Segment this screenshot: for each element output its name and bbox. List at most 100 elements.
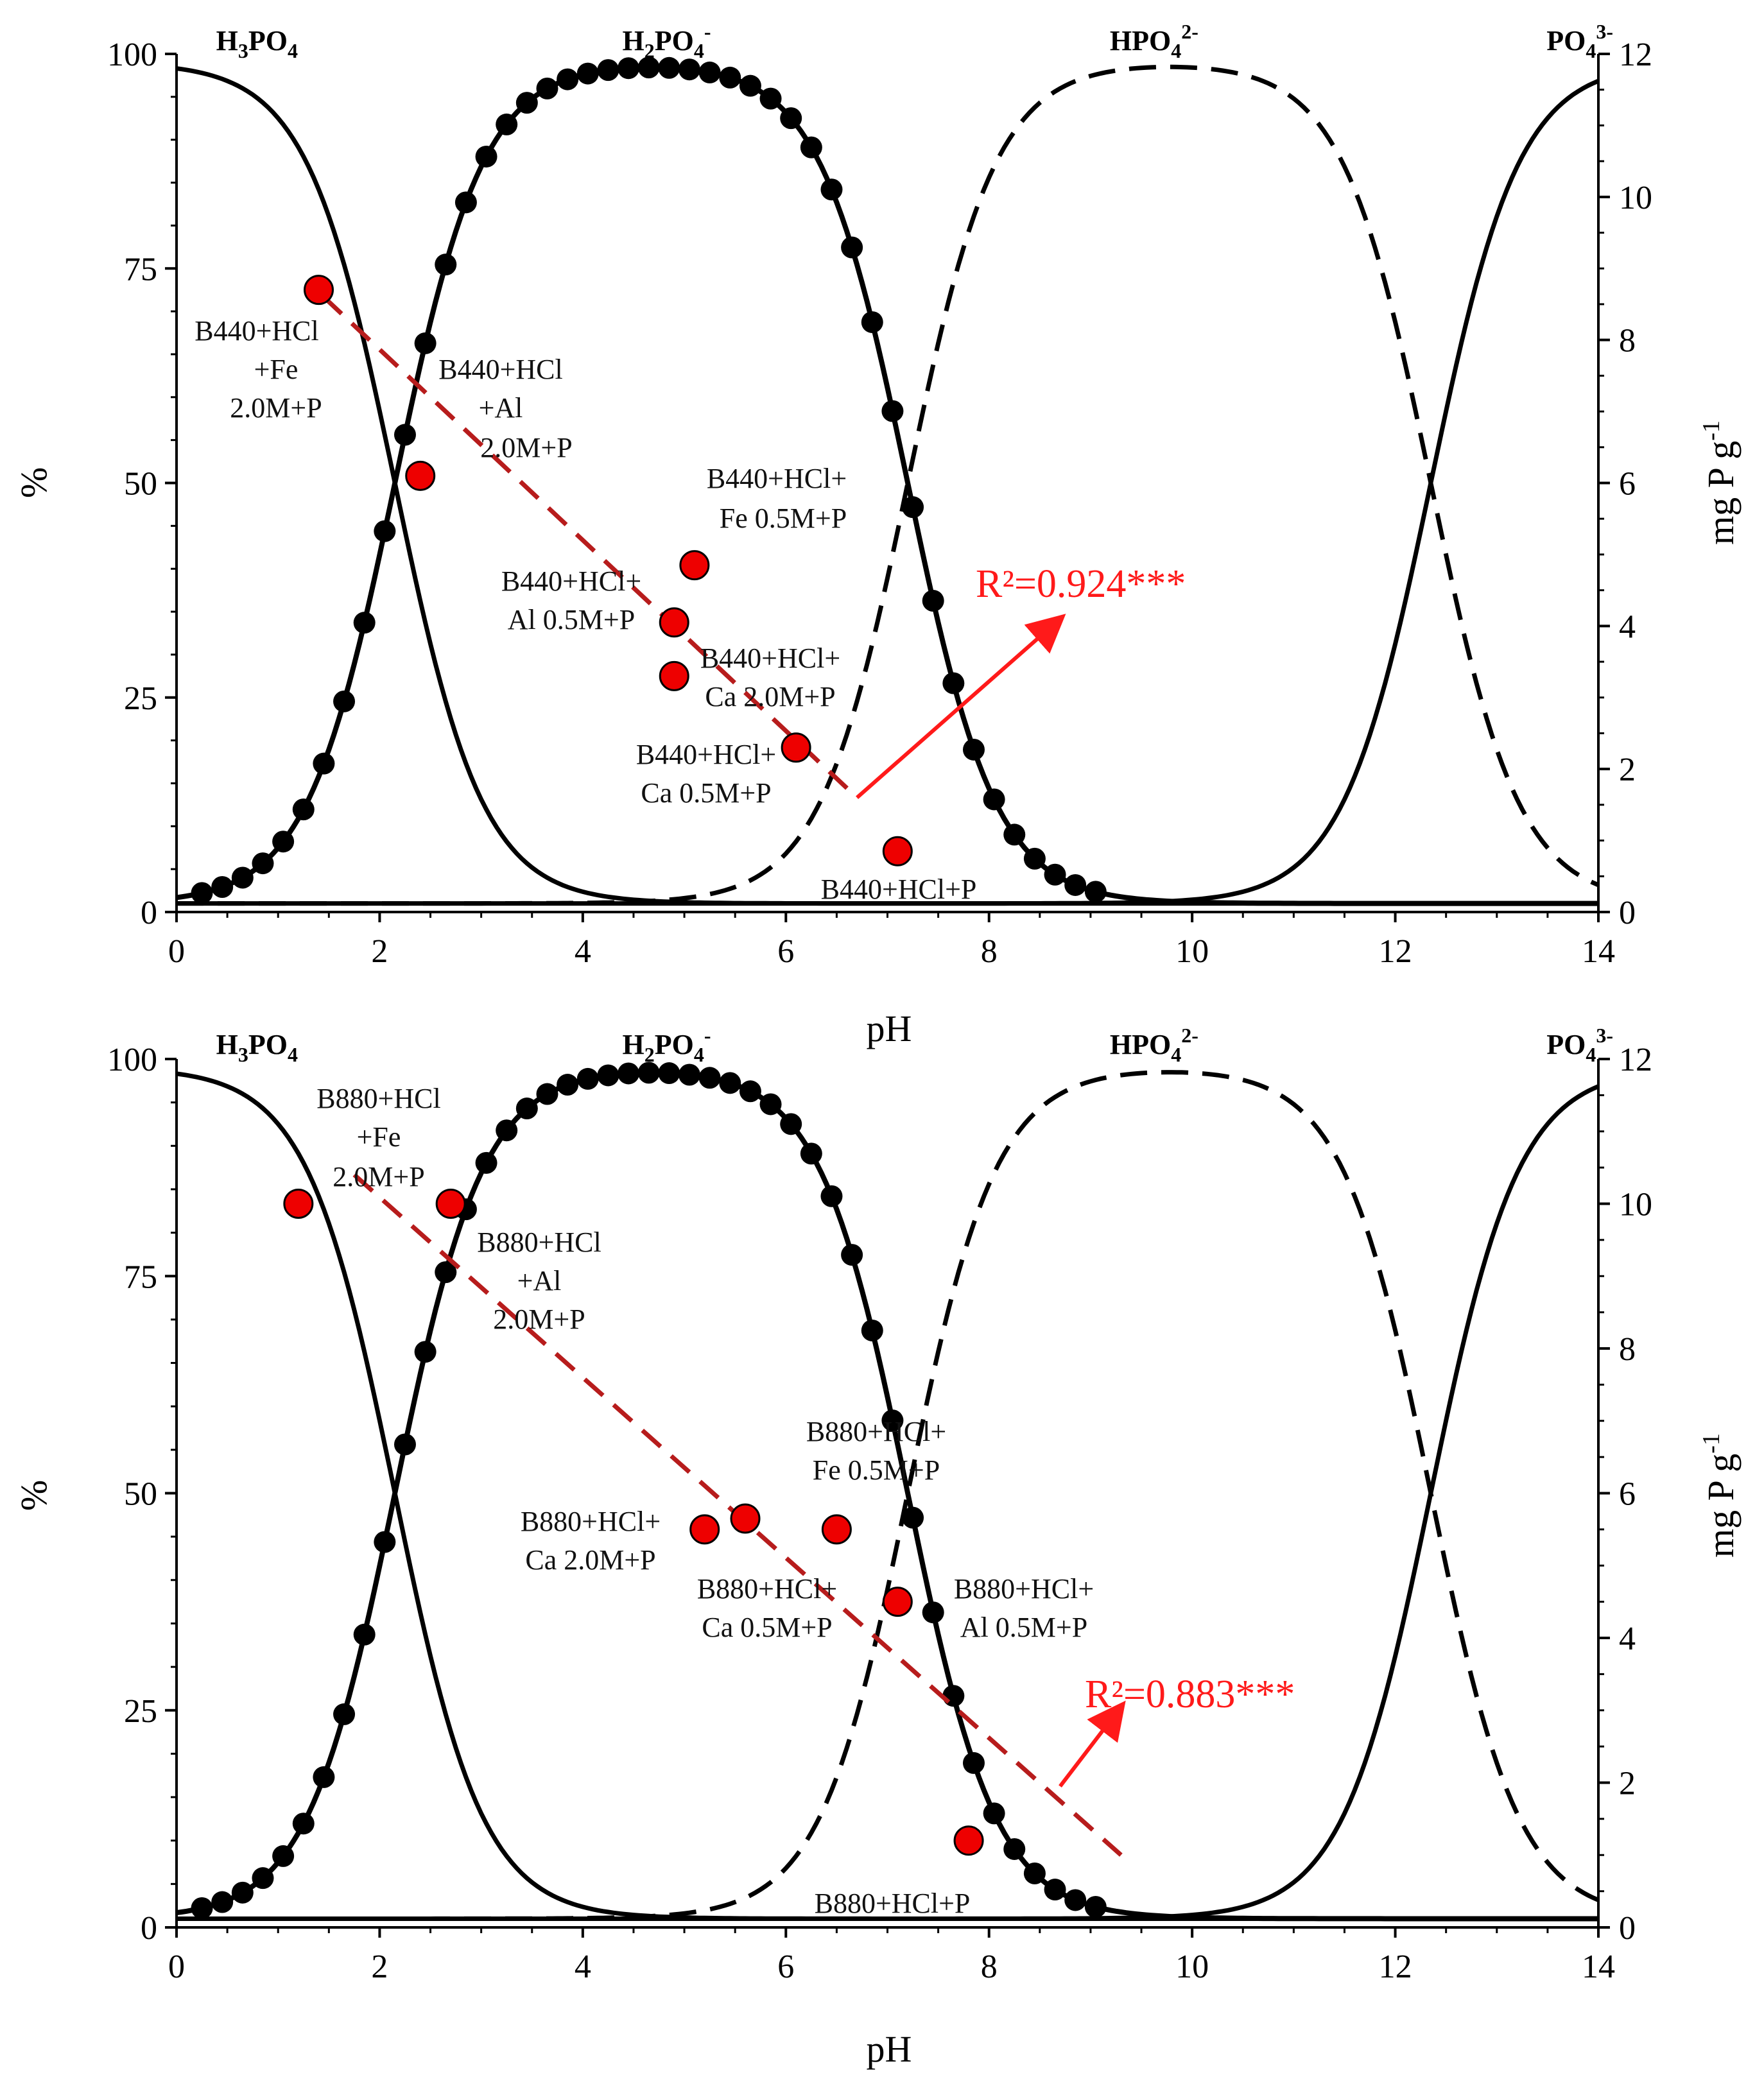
data-point: [435, 1189, 466, 1219]
y2-tick-label: 0: [1619, 895, 1636, 931]
r2-label: R²=0.883***: [1085, 1673, 1295, 1716]
x-tick-label: 14: [1582, 1949, 1615, 1985]
curve-marker: [313, 752, 335, 775]
curve-marker: [1023, 847, 1046, 870]
y-axis-label-right: mg P g-1: [1698, 1433, 1742, 1558]
curve-marker: [557, 68, 579, 90]
point-label: Ca 0.5M+P: [702, 1612, 832, 1643]
species-labels: H3PO4 H2PO4- HPO42- PO43-: [216, 20, 1613, 62]
y2-label-sup: -1: [1698, 420, 1725, 441]
data-point: [781, 732, 811, 763]
point-label: Al 0.5M+P: [960, 1612, 1087, 1643]
y2-tick-label: 6: [1619, 1476, 1636, 1513]
curve-marker: [800, 136, 822, 159]
curve-marker: [353, 1623, 376, 1646]
curve-marker: [252, 852, 274, 875]
curve-marker: [841, 236, 863, 259]
y-tick-label: 100: [107, 1042, 157, 1078]
curve-marker: [313, 1766, 335, 1788]
curve-po4: [177, 78, 1600, 906]
point-label: B440+HCl: [195, 315, 319, 347]
curve-marker: [1084, 881, 1107, 903]
y-tick-label: 75: [124, 251, 157, 288]
curve-marker: [759, 87, 782, 110]
x-tick-label: 12: [1379, 933, 1412, 970]
curve-marker: [393, 424, 416, 446]
curve-hpo4: [177, 1070, 1600, 1921]
curve-marker: [475, 145, 497, 168]
curve-marker: [435, 1261, 457, 1284]
curve-marker: [333, 690, 356, 712]
curve-marker: [353, 612, 376, 634]
r2-annotation: R²=0.924***: [856, 562, 1186, 799]
point-label: Fe 0.5M+P: [720, 503, 847, 534]
curve-marker: [922, 590, 944, 612]
y-tick-label: 100: [107, 37, 157, 73]
x-tick-label: 12: [1379, 1949, 1412, 1985]
curve-marker: [252, 1867, 274, 1890]
y2-label-main: mg P g: [1700, 1454, 1742, 1558]
y2-tick-label: 4: [1619, 1621, 1636, 1657]
data-point: [304, 275, 334, 306]
curve-marker: [496, 113, 518, 135]
y-axis-label-left: %: [13, 1480, 55, 1511]
point-label: B880+HCl+: [697, 1573, 837, 1605]
data-point: [821, 1514, 852, 1545]
y2-tick-label: 12: [1619, 1042, 1652, 1078]
point-label: Al 0.5M+P: [508, 604, 635, 635]
r2-label: R²=0.924***: [976, 562, 1186, 606]
y-axis-label-left: %: [13, 467, 55, 498]
curve-marker: [231, 1881, 254, 1904]
curve-marker: [191, 1897, 213, 1919]
curve-marker: [698, 61, 721, 83]
y-tick-label: 0: [141, 1910, 157, 1947]
point-labels: B880+HCl +Fe 2.0M+P B880+HCl +Al 2.0M+P B880+H…: [316, 1083, 1094, 1919]
curve-marker: [211, 875, 234, 898]
y2-tick-label: 2: [1619, 1766, 1636, 1802]
species-label: PO43-: [1546, 20, 1613, 62]
x-tick-label: 0: [168, 933, 185, 970]
y-axis-label-right: mg P g-1: [1698, 420, 1742, 545]
x-tick-label: 8: [981, 933, 998, 970]
axes: [175, 54, 1600, 913]
curve-marker: [678, 1064, 700, 1086]
curve-marker: [515, 1098, 538, 1120]
curve-marker: [820, 178, 843, 201]
data-point: [689, 1514, 720, 1545]
curve-marker: [374, 520, 396, 542]
x-axis-label: pH: [867, 2028, 912, 2070]
data-point: [405, 460, 436, 491]
curve-marker: [922, 1601, 944, 1624]
curve-marker: [658, 1062, 680, 1085]
trendline-line: [322, 295, 859, 800]
curve-marker: [637, 1062, 660, 1084]
curve-marker: [618, 1062, 640, 1085]
curve-marker: [1044, 863, 1066, 886]
curve-marker: [272, 831, 295, 853]
point-labels: B440+HCl +Fe 2.0M+P B440+HCl +Al 2.0M+P B440+H…: [195, 315, 976, 905]
point-label: 2.0M+P: [333, 1161, 424, 1193]
species-label: H2PO4-: [623, 20, 711, 62]
species-labels: H3PO4 H2PO4- HPO42- PO43-: [216, 1024, 1613, 1066]
point-label: Ca 2.0M+P: [705, 681, 835, 712]
x-tick-label: 10: [1175, 933, 1209, 970]
y2-tick-label: 0: [1619, 1910, 1636, 1947]
curve-marker: [902, 1506, 924, 1529]
curve-marker: [780, 1113, 802, 1135]
y-tick-label: 0: [141, 895, 157, 931]
y2-label-main: mg P g: [1700, 441, 1742, 545]
curve-h3po4: [176, 66, 1598, 906]
point-label: B880+HCl+: [521, 1506, 661, 1537]
x-tick-label: 0: [168, 1949, 185, 1985]
curve-marker: [1003, 823, 1026, 846]
curve-marker: [557, 1074, 579, 1096]
curve-marker: [597, 1064, 619, 1087]
curve-marker: [536, 1083, 558, 1105]
species-label: H2PO4-: [623, 1024, 711, 1066]
curve-marker: [374, 1531, 396, 1553]
point-label: +Al: [479, 392, 523, 424]
point-label: B880+HCl+: [954, 1573, 1094, 1605]
